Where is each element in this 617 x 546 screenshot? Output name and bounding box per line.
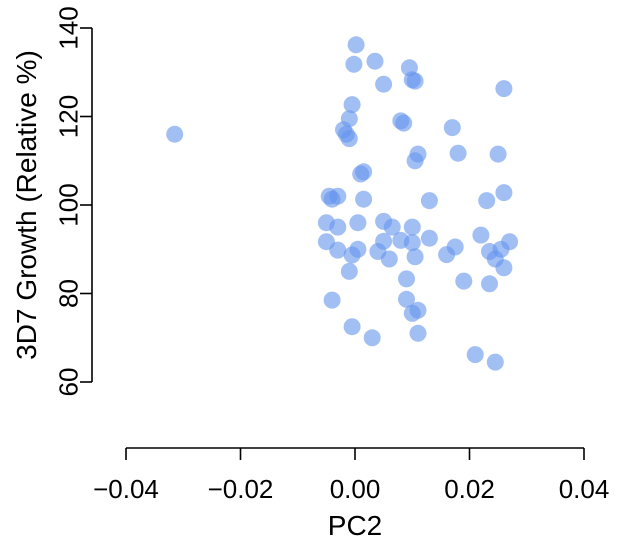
data-point [478,192,496,210]
y-axis-label: 3D7 Growth (Relative %) [11,50,42,360]
data-point [329,218,347,236]
y-tick-label: 140 [53,6,83,49]
data-point [349,214,367,232]
data-point [343,318,361,336]
data-point [398,270,415,288]
data-point [449,144,467,162]
data-point [329,187,347,205]
data-point [466,346,484,364]
data-point [455,272,473,290]
data-point [323,291,341,309]
data-point [406,248,424,266]
data-point [409,301,427,319]
y-tick-label: 80 [53,279,83,308]
data-point [345,55,363,73]
data-point [486,353,504,371]
data-point [406,72,424,90]
data-point [443,119,461,137]
x-axis-label: PC2 [328,510,382,541]
data-point [340,262,358,280]
data-point [363,329,381,347]
x-tick-label: 0.00 [330,474,381,504]
data-point [403,218,421,236]
x-tick-label: −0.02 [208,474,274,504]
x-tick-label: −0.04 [93,474,159,504]
data-point [347,36,365,54]
data-point [166,125,184,143]
data-point [403,234,421,252]
x-axis-ticks: −0.04 −0.02 0.00 0.02 0.04 [93,448,609,504]
data-point [495,259,513,277]
data-point [380,250,398,268]
data-point [406,152,424,170]
data-point [409,324,427,342]
data-point [355,163,373,181]
data-point [366,52,384,70]
data-point [420,192,438,210]
data-point [495,80,513,98]
y-axis-ticks: 60 80 100 120 140 [53,6,92,396]
data-point [501,233,519,251]
data-point [349,240,367,258]
data-point [446,238,464,256]
data-point [472,226,490,244]
data-point [340,130,358,148]
data-point [329,241,347,259]
data-points [166,36,519,371]
data-point [489,145,507,163]
data-point [395,114,413,132]
data-point [375,232,393,250]
y-tick-label: 60 [53,368,83,397]
data-point [343,96,361,114]
x-tick-label: 0.04 [559,474,610,504]
data-point [355,190,373,208]
data-point [495,184,513,202]
data-point [375,75,393,93]
data-point [420,229,438,247]
y-tick-label: 100 [53,183,83,226]
data-point [383,218,401,236]
y-tick-label: 120 [53,95,83,138]
x-tick-label: 0.02 [444,474,495,504]
data-point [481,275,498,293]
data-point [398,290,415,308]
